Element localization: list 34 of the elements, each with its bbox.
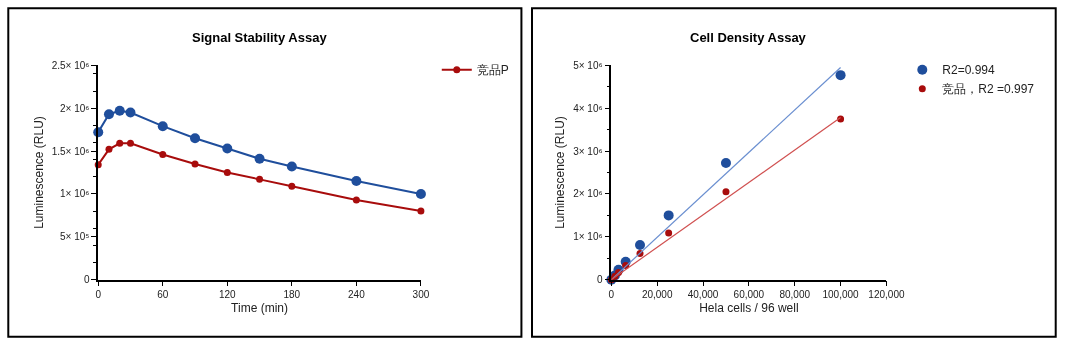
legend-label: 竞品P bbox=[476, 63, 509, 78]
y-tick-label: 5× 10⁶ bbox=[573, 59, 603, 71]
x-tick-label: 180 bbox=[283, 289, 301, 301]
y-axis-title: Luminescence (RLU) bbox=[31, 116, 46, 229]
y-tick-label: 1× 10⁶ bbox=[573, 231, 603, 243]
x-tick-label: 0 bbox=[95, 289, 102, 301]
y-tick-label: 0 bbox=[83, 274, 90, 286]
y-tick-label: 1× 10⁶ bbox=[60, 188, 90, 200]
y-tick-label: 1.5× 10⁶ bbox=[51, 145, 90, 157]
x-tick-label: 40,000 bbox=[687, 289, 719, 301]
y-tick-label: 2× 10⁶ bbox=[573, 188, 603, 200]
x-tick-label: 0 bbox=[608, 289, 615, 301]
chart-title: Signal Stability Assay bbox=[192, 30, 328, 45]
y-axis-title: Luminescence (RLU) bbox=[552, 116, 567, 229]
y-tick-label: 2× 10⁶ bbox=[60, 102, 90, 114]
x-tick-label: 120 bbox=[218, 289, 237, 301]
x-tick-label: 20,000 bbox=[641, 289, 673, 301]
x-tick-label: 80,000 bbox=[779, 289, 811, 301]
x-tick-label: 100,000 bbox=[822, 289, 860, 301]
y-tick-label: 3× 10⁶ bbox=[573, 145, 603, 157]
x-tick-label: 120,000 bbox=[868, 289, 905, 301]
x-tick-label: 240 bbox=[348, 289, 366, 301]
x-tick-label: 60,000 bbox=[733, 289, 765, 301]
y-tick-label: 0 bbox=[597, 274, 604, 286]
y-tick-label: 2.5× 10⁶ bbox=[51, 59, 90, 71]
legend-label: 竞品，R2 =0.997 bbox=[942, 82, 1035, 97]
legend-label: R2=0.994 bbox=[942, 63, 995, 78]
x-axis-title: Time (min) bbox=[231, 300, 289, 315]
y-tick-label: 4× 10⁶ bbox=[573, 102, 603, 114]
x-axis-title: Hela cells / 96 well bbox=[699, 300, 799, 315]
x-tick-label: 300 bbox=[412, 289, 430, 301]
chart-title: Cell Density Assay bbox=[690, 30, 807, 45]
y-tick-label: 5× 10⁵ bbox=[60, 231, 90, 243]
x-tick-label: 60 bbox=[157, 289, 169, 301]
